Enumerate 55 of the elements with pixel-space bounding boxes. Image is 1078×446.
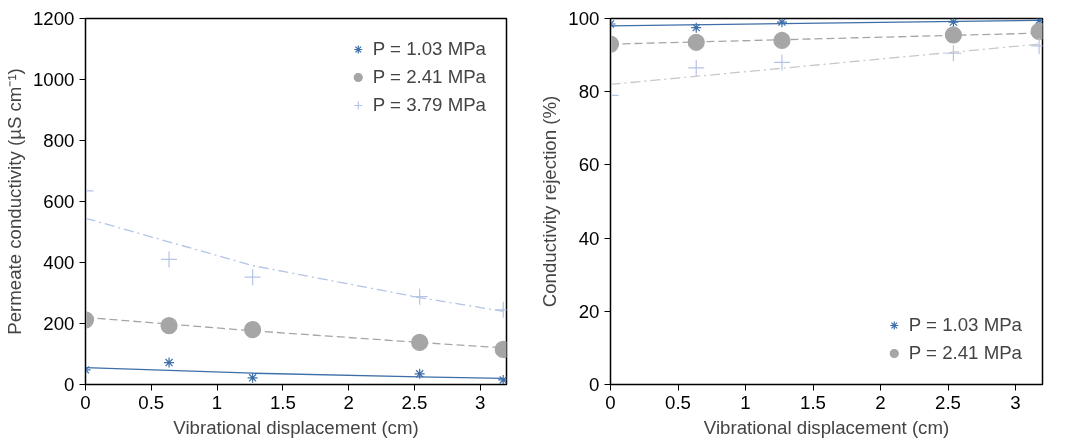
legend-label: P = 2.41 MPa bbox=[908, 342, 1022, 364]
point bbox=[687, 33, 705, 51]
point bbox=[414, 368, 426, 380]
x-tick-label: 1 bbox=[211, 391, 223, 413]
y-tick-label: 40 bbox=[578, 227, 600, 249]
point bbox=[773, 31, 791, 50]
point bbox=[944, 26, 962, 44]
y-tick-label: 80 bbox=[578, 81, 600, 103]
y-tick-label: 100 bbox=[568, 8, 600, 29]
x-tick-label: 3 bbox=[475, 391, 486, 413]
point bbox=[243, 321, 262, 339]
point bbox=[243, 268, 262, 286]
y-tick-label: 0 bbox=[64, 374, 75, 395]
y-tick-label: 400 bbox=[43, 252, 75, 273]
x-tick-label: 2 bbox=[343, 391, 354, 413]
point bbox=[944, 44, 962, 62]
y-tick-label: 1200 bbox=[33, 8, 75, 29]
y-tick-label: 0 bbox=[589, 374, 600, 395]
x-axis-title: Vibrational displacement (cm) bbox=[173, 416, 419, 438]
x-tick-label: 1.5 bbox=[800, 391, 826, 413]
x-tick-label: 0 bbox=[605, 391, 616, 413]
y-axis-title: Conductivity rejection (%) bbox=[539, 95, 561, 308]
x-tick-label: 2 bbox=[875, 391, 886, 413]
x-axis-title: Vibrational displacement (cm) bbox=[703, 416, 950, 438]
x-tick-label: 1 bbox=[740, 391, 751, 413]
legend-label: P = 1.03 MPa bbox=[372, 38, 486, 60]
y-tick-label: 600 bbox=[43, 191, 75, 212]
legend-label: P = 3.79 MPa bbox=[372, 94, 486, 116]
point bbox=[497, 374, 507, 385]
point bbox=[160, 250, 178, 269]
y-tick-label: 1000 bbox=[33, 69, 75, 90]
x-tick-label: 0.5 bbox=[138, 391, 165, 413]
x-tick-label: 1.5 bbox=[269, 391, 296, 413]
point bbox=[773, 53, 791, 72]
point bbox=[411, 333, 429, 351]
point bbox=[411, 288, 429, 306]
point bbox=[160, 317, 178, 335]
point bbox=[776, 18, 788, 28]
point bbox=[163, 356, 175, 369]
y-tick-label: 200 bbox=[43, 313, 75, 334]
point bbox=[687, 59, 705, 77]
x-tick-label: 2.5 bbox=[401, 391, 428, 413]
legend-label: P = 2.41 MPa bbox=[372, 66, 486, 88]
point bbox=[947, 18, 959, 28]
y-axis-title: Permeate conductivity (µS cm⁻¹) bbox=[4, 68, 25, 335]
y-tick-label: 60 bbox=[578, 154, 600, 176]
legend-label: P = 1.03 MPa bbox=[908, 314, 1022, 336]
x-tick-label: 3 bbox=[1010, 391, 1021, 413]
point bbox=[246, 372, 259, 384]
y-tick-label: 20 bbox=[578, 300, 600, 322]
point bbox=[690, 22, 702, 34]
y-tick-label: 800 bbox=[43, 130, 75, 151]
x-tick-label: 0.5 bbox=[665, 391, 691, 413]
x-tick-label: 2.5 bbox=[935, 391, 961, 413]
x-tick-label: 0 bbox=[80, 391, 91, 413]
